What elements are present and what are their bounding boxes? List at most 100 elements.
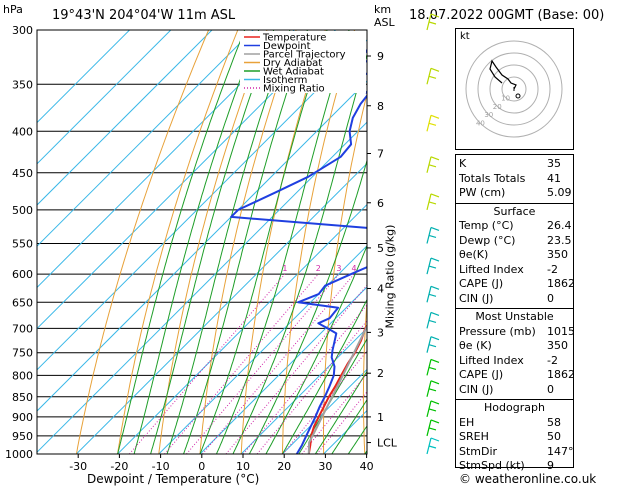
wind-barb-flag	[430, 257, 440, 262]
stat-key: Totals Totals	[459, 171, 526, 185]
height-unit-km: km	[374, 3, 392, 16]
temperature-tick-label: -30	[69, 460, 87, 473]
stat-value: 50	[547, 430, 561, 443]
stat-value: 0	[547, 291, 554, 305]
isotherm-line	[282, 368, 367, 454]
legend-label: Wet Adiabat	[263, 67, 324, 78]
stat-value: 35	[547, 157, 561, 170]
mixing-ratio-label: 20	[443, 264, 453, 273]
hodograph-ring-label: 20	[493, 103, 502, 111]
stat-value: -2	[547, 353, 558, 367]
wind-barb-flag	[430, 114, 440, 119]
pressure-tick-label: 900	[12, 411, 33, 424]
hodograph-ring-label: 40	[476, 120, 485, 128]
pressure-tick-label: 750	[12, 347, 33, 360]
wind-barb-flag	[428, 122, 437, 126]
km-tick-label: 8	[377, 100, 384, 113]
stat-key: CIN (J)	[459, 291, 494, 305]
pressure-tick-label: 850	[12, 391, 33, 404]
stat-key: SREH	[459, 430, 489, 443]
legend-label: Mixing Ratio	[263, 84, 325, 95]
temperature-tick-label: 20	[277, 460, 291, 473]
dry-adiabat-line	[612, 30, 629, 454]
wind-barb-flag	[430, 358, 440, 363]
stat-key: Pressure (mb)	[459, 324, 536, 338]
mixing-ratio-line	[186, 273, 340, 454]
mixing-ratio-label: 4	[352, 264, 357, 273]
stat-row: Pressure (mb) 1015	[459, 324, 575, 340]
pressure-tick-label: 650	[12, 296, 33, 309]
stat-row: Lifted Index -2	[459, 263, 570, 278]
pressure-tick-label: 300	[12, 24, 33, 37]
stats-divider	[456, 399, 573, 400]
pressure-tick-label: 350	[12, 78, 33, 91]
stat-row: Dewp (°C) 23.5	[459, 234, 572, 249]
wind-barb-flag	[430, 156, 440, 161]
isotherm-line	[76, 162, 367, 454]
wind-barb-flag	[428, 75, 437, 79]
stat-key: Lifted Index	[459, 353, 524, 367]
pressure-tick-label: 950	[12, 430, 33, 443]
stat-value: 5.09	[547, 186, 572, 199]
stat-row: EH 58	[459, 416, 570, 431]
wind-barb-flag	[430, 380, 440, 385]
wind-barb-flag	[430, 336, 440, 341]
stat-value: 0	[547, 382, 554, 396]
dry-adiabat-line	[579, 30, 612, 454]
wet-adiabat-line	[265, 244, 367, 454]
stat-row: K 35	[459, 157, 570, 172]
stats-divider	[456, 202, 573, 204]
wind-barb-flag	[430, 311, 440, 316]
mixing-ratio-line	[282, 350, 367, 454]
storm-motion-marker	[515, 93, 521, 99]
km-tick-label: 1	[377, 411, 384, 424]
wind-barb-flag	[430, 400, 440, 405]
pressure-tick-label: 500	[12, 204, 33, 217]
stat-key: CIN (J)	[459, 382, 494, 396]
dry-adiabat-line	[117, 30, 239, 454]
wind-barb-flag	[428, 164, 437, 168]
mixing-ratio-line	[164, 273, 319, 454]
legend-label: Temperature	[262, 33, 326, 44]
km-tick-label: LCL	[377, 437, 398, 450]
hodograph-ring	[501, 76, 527, 102]
datetime-title: 18.07.2022 00GMT (Base: 00)	[409, 8, 605, 23]
wet-adiabat-line	[150, 30, 275, 454]
stat-key: StmDir	[459, 444, 498, 458]
stat-row: Totals Totals 41	[459, 172, 570, 187]
mixing-ratio-line	[202, 273, 355, 454]
wet-adiabat-line	[216, 30, 350, 454]
isotherm-line	[37, 30, 254, 247]
wet-adiabat-line	[166, 30, 291, 454]
km-tick-label: 4	[377, 283, 384, 296]
wet-adiabat-line	[314, 370, 367, 454]
wind-barb-flag	[430, 437, 440, 442]
stat-row: θe (K) 350	[459, 339, 570, 354]
wet-adiabat-line	[199, 30, 328, 454]
stat-key: CAPE (J)	[459, 368, 504, 381]
mixing-ratio-label: 3	[336, 264, 341, 273]
temperature-tick-label: -20	[110, 460, 128, 473]
wind-barb-flag	[428, 201, 437, 205]
km-tick-label: 3	[377, 326, 384, 339]
legend-label: Dewpoint	[263, 41, 311, 52]
km-tick-label: 5	[377, 242, 384, 255]
mixing-ratio-label: 10	[400, 264, 410, 273]
wind-barb-flag	[428, 319, 437, 323]
stats-section-title: Surface	[493, 204, 536, 218]
stats-panel: K 35 Totals Totals 41 PW (cm) 5.09 Surface Temp…	[455, 154, 575, 472]
mixing-ratio-label: 15	[425, 264, 435, 273]
stats-section-title: Most Unstable	[475, 310, 554, 323]
hodograph-ring-label: 10	[501, 94, 510, 102]
isotherm-line	[37, 30, 336, 330]
stat-key: StmSpd (kt)	[459, 459, 525, 472]
stat-row: StmDir 147°	[459, 444, 574, 460]
dry-adiabat-line	[199, 30, 297, 454]
temperature-tick-label: 30	[318, 460, 332, 473]
hodograph-ring	[489, 64, 539, 114]
dry-adiabat-line	[75, 30, 210, 454]
stat-value: 1862	[547, 368, 575, 381]
hodograph-ring-label: 30	[484, 111, 493, 119]
temperature-profile	[307, 323, 367, 454]
